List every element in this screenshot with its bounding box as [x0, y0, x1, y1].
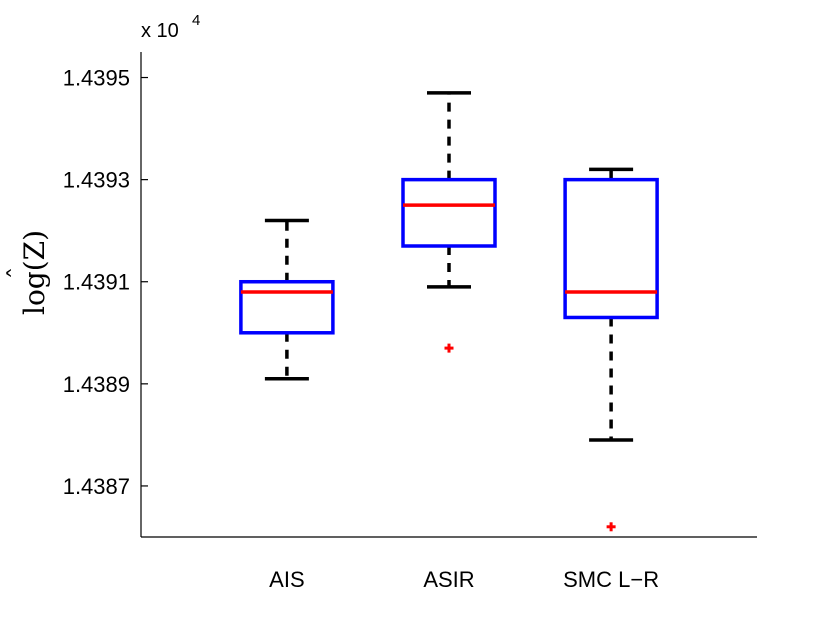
axes [140, 52, 757, 538]
box [239, 279, 335, 335]
box [401, 177, 497, 248]
y-axis-multiplier-exponent: 4 [192, 12, 200, 29]
y-tick-label: 1.4391 [63, 270, 130, 295]
labels: 1.4387 1.4389 1.4391 1.4393 1.4395 x 10 4 log(Z… [6, 12, 659, 592]
boxes [239, 91, 659, 532]
y-axis-label: log(Z) [18, 230, 51, 315]
y-axis-multiplier: x 10 [141, 20, 179, 42]
y-axis-label-hat: ̂ [6, 269, 11, 278]
x-tick-label: AIS [269, 567, 304, 592]
box [563, 177, 659, 320]
y-tick-label: 1.4387 [63, 474, 130, 499]
y-tick-label: 1.4393 [63, 168, 130, 193]
y-tick-label: 1.4389 [63, 372, 130, 397]
x-tick-label: SMC L−R [563, 567, 659, 592]
x-tick-label: ASIR [423, 567, 474, 592]
y-tick-label: 1.4395 [63, 66, 130, 91]
